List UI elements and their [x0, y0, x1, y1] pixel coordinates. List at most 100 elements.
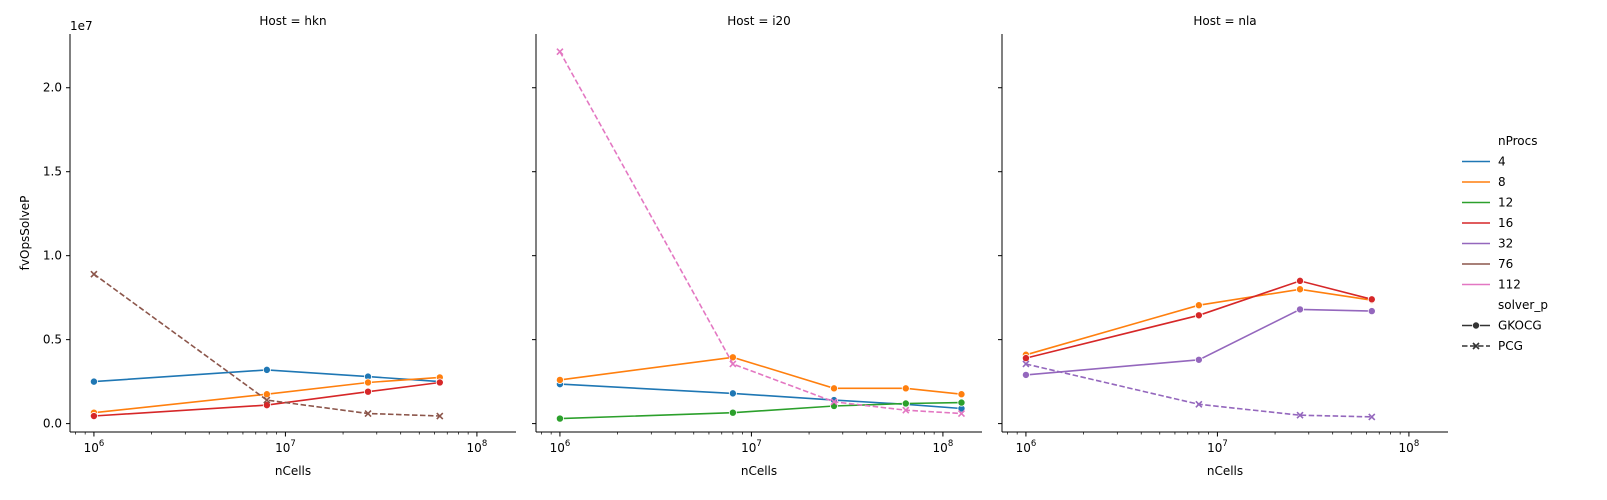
- data-point: [1022, 360, 1030, 368]
- data-point: [263, 396, 271, 404]
- data-point: [90, 270, 98, 278]
- legend-entry-GKOCG: GKOCG: [1462, 319, 1542, 333]
- data-point: [555, 375, 564, 384]
- data-point: [1367, 307, 1376, 316]
- series-8-GKOCG: [1021, 285, 1376, 359]
- data-point: [1021, 354, 1030, 363]
- legend-entry-76: 76: [1462, 257, 1513, 271]
- data-point: [89, 377, 98, 386]
- series-12-GKOCG: [555, 398, 966, 423]
- x-tick-label: 106: [550, 439, 571, 455]
- series-16-GKOCG: [1021, 276, 1376, 363]
- series-line: [559, 356, 962, 395]
- data-point: [364, 378, 373, 387]
- data-point: [830, 398, 838, 406]
- legend-label: PCG: [1498, 339, 1523, 353]
- legend-label: 76: [1498, 257, 1513, 271]
- y-tick-label: 0.5: [43, 333, 62, 347]
- data-point: [728, 408, 737, 417]
- series-32-GKOCG: [1021, 305, 1376, 379]
- data-point: [555, 414, 564, 423]
- x-axis-label: nCells: [1207, 464, 1243, 478]
- data-point: [436, 412, 444, 420]
- series-76-PCG: [90, 270, 444, 420]
- series-16-GKOCG: [89, 378, 444, 421]
- y-tick-label: 1.0: [43, 249, 62, 263]
- x-tick-label: 107: [741, 439, 762, 455]
- series-32-PCG: [1022, 360, 1376, 421]
- legend-entry-112: 112: [1462, 278, 1521, 292]
- data-point: [957, 409, 966, 418]
- data-point: [1368, 413, 1376, 421]
- data-point: [262, 401, 271, 410]
- legend-label: 112: [1498, 278, 1521, 292]
- x-tick-label: 106: [84, 439, 105, 455]
- x-tick-label: 107: [275, 439, 296, 455]
- panels: Host = hkn 0.0 0.5 1.0 1.5 2.0 106 107 108 nCells…: [43, 14, 1448, 478]
- series-line: [1025, 288, 1372, 356]
- data-point: [1296, 285, 1305, 294]
- data-point: [1021, 370, 1030, 379]
- data-point: [364, 387, 373, 396]
- series-line: [1025, 308, 1372, 376]
- legend-label: 4: [1498, 155, 1506, 169]
- series-line: [559, 401, 962, 420]
- y-tick-label: 2.0: [43, 81, 62, 95]
- legend-label: 32: [1498, 237, 1513, 251]
- legend-entry-32: 32: [1462, 237, 1513, 251]
- legend-entry-PCG: PCG: [1462, 339, 1523, 353]
- panel-title: Host = hkn: [259, 14, 326, 28]
- data-point: [1194, 301, 1203, 310]
- panel-1: Host = hkn 0.0 0.5 1.0 1.5 2.0 106 107 108 nCells: [43, 14, 516, 478]
- data-point: [902, 406, 910, 414]
- data-point: [957, 398, 966, 407]
- legend-entry-12: 12: [1462, 196, 1513, 210]
- data-point: [729, 360, 737, 368]
- legend-marker: [1472, 321, 1481, 330]
- data-point: [957, 390, 966, 399]
- data-point: [1195, 400, 1203, 408]
- series-line: [1025, 280, 1372, 359]
- legend-label: 8: [1498, 175, 1506, 189]
- data-point: [364, 409, 372, 418]
- legend-style-title: solver_p: [1498, 298, 1548, 312]
- series-line: [559, 51, 962, 415]
- legend-entry-4: 4: [1462, 155, 1506, 169]
- data-point: [1367, 295, 1376, 304]
- legend-label: 16: [1498, 216, 1513, 230]
- series-8-GKOCG: [89, 373, 444, 417]
- series-112-PCG: [556, 48, 966, 418]
- legend-hue-title: nProcs: [1498, 134, 1538, 148]
- data-point: [1296, 276, 1305, 285]
- series-line: [93, 376, 440, 414]
- series-line: [93, 369, 440, 383]
- x-tick-label: 108: [933, 439, 954, 455]
- x-axis-label: nCells: [275, 464, 311, 478]
- data-point: [1296, 411, 1304, 419]
- data-point: [262, 365, 271, 374]
- data-point: [435, 378, 444, 387]
- panel-title: Host = i20: [727, 14, 791, 28]
- y-tick-label: 1.5: [43, 165, 62, 179]
- x-tick-label: 107: [1207, 439, 1228, 455]
- legend-label: 12: [1498, 196, 1513, 210]
- series-line: [93, 381, 440, 417]
- data-point: [901, 399, 910, 408]
- legend-entry-8: 8: [1462, 175, 1506, 189]
- y-offset-label: 1e7: [70, 19, 93, 33]
- data-point: [1194, 311, 1203, 320]
- x-tick-label: 108: [467, 439, 488, 455]
- data-point: [89, 412, 98, 421]
- panel-2: Host = i20 106 107 108 nCells: [532, 14, 982, 478]
- data-point: [901, 384, 910, 393]
- x-tick-label: 106: [1016, 439, 1037, 455]
- y-tick-label: 0.0: [43, 417, 62, 431]
- x-tick-label: 108: [1399, 439, 1420, 455]
- legend-label: GKOCG: [1498, 319, 1542, 333]
- legend: nProcs 4 8 12 16 32 76 112 solver_p GKOCG PCG: [1462, 134, 1548, 353]
- series-4-GKOCG: [89, 365, 444, 386]
- data-point: [728, 389, 737, 398]
- data-point: [1194, 355, 1203, 364]
- x-axis-label: nCells: [741, 464, 777, 478]
